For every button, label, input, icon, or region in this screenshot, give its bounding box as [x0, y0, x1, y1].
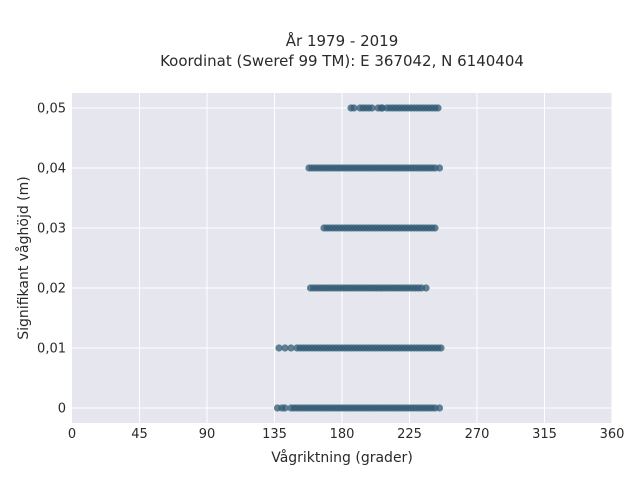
y-axis-ticks: 0 0,01 0,02 0,03 0,04 0,05 [37, 102, 66, 417]
data-point [437, 344, 445, 352]
y-tick-label: 0,05 [37, 102, 66, 117]
x-tick-label: 360 [600, 427, 625, 442]
y-tick-label: 0,03 [37, 222, 66, 237]
x-axis-label: Vågriktning (grader) [271, 449, 413, 466]
data-point [435, 404, 444, 412]
data-points [273, 104, 445, 412]
chart-title-line2: Koordinat (Sweref 99 TM): E 367042, N 61… [160, 52, 524, 70]
y-tick-label: 0 [58, 402, 66, 417]
chart-title-line1: År 1979 - 2019 [286, 31, 399, 50]
data-point [422, 284, 430, 292]
y-tick-label: 0,02 [37, 282, 66, 297]
x-tick-label: 270 [465, 427, 490, 442]
data-point [287, 344, 295, 352]
x-tick-label: 180 [330, 427, 355, 442]
data-point [431, 224, 439, 232]
y-axis-label: Signifikant våghöjd (m) [15, 176, 32, 339]
data-point [434, 104, 442, 112]
x-tick-label: 0 [68, 427, 76, 442]
data-point [350, 104, 358, 112]
data-point [275, 344, 283, 352]
data-point [281, 404, 289, 412]
x-axis-ticks: 0 45 90 135 180 225 270 315 360 [68, 427, 625, 442]
y-tick-label: 0,01 [37, 342, 66, 357]
y-tick-label: 0,04 [37, 162, 66, 177]
x-tick-label: 225 [397, 427, 422, 442]
data-point [281, 344, 289, 352]
x-tick-label: 315 [532, 427, 557, 442]
x-tick-label: 90 [199, 427, 216, 442]
x-tick-label: 135 [262, 427, 287, 442]
x-tick-label: 45 [131, 427, 148, 442]
data-point [368, 104, 376, 112]
data-point [435, 164, 444, 172]
